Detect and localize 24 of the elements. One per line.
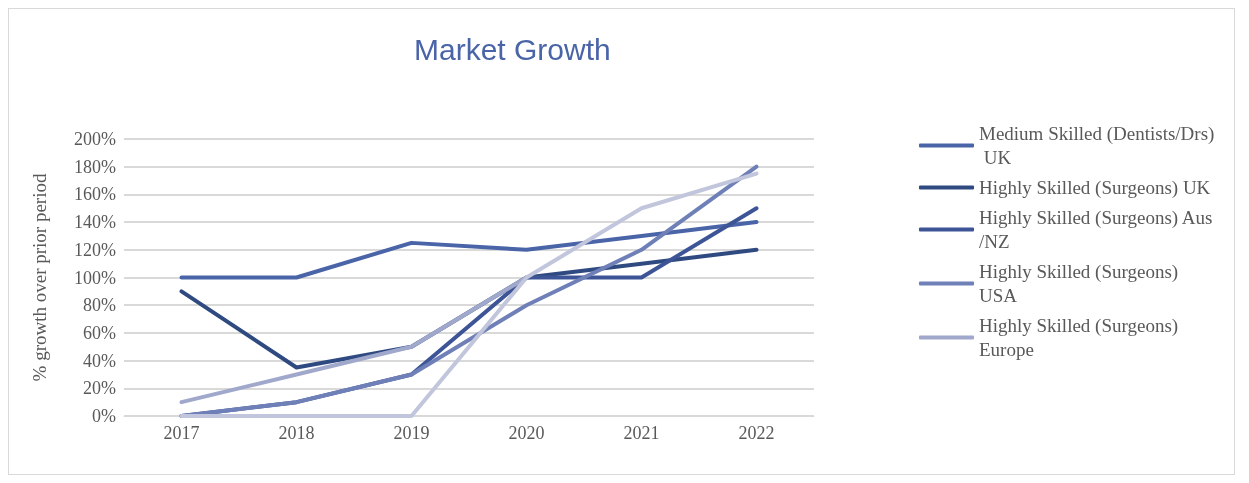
x-tick-label: 2019	[393, 423, 430, 443]
x-tick-label: 2022	[738, 423, 775, 443]
legend-label: Highly Skilled (Surgeons) Europe	[979, 315, 1183, 360]
legend-label: Highly Skilled (Surgeons) Aus/NZ	[979, 207, 1213, 252]
y-axis-title: % growth over prior period	[29, 173, 50, 382]
chart-title: Market Growth	[414, 32, 611, 66]
y-tick-label: 80%	[83, 295, 116, 316]
legend-label: Highly Skilled (Surgeons) USA	[979, 261, 1183, 306]
y-tick-label: 140%	[74, 212, 116, 233]
y-tick-label: 120%	[74, 239, 116, 260]
y-tick-label: 40%	[83, 350, 116, 371]
x-tick-label: 2021	[623, 423, 660, 443]
y-tick-label: 20%	[83, 378, 116, 399]
y-tick-label: 60%	[83, 322, 116, 343]
y-tick-label: 100%	[74, 267, 116, 288]
y-tick-label: 180%	[74, 156, 116, 177]
x-tick-label: 2020	[508, 423, 545, 443]
x-tick-label: 2017	[163, 423, 200, 443]
legend-label: Medium Skilled (Dentists/Drs) UK	[979, 123, 1215, 168]
y-tick-label: 0%	[92, 406, 116, 426]
y-tick-label: 160%	[74, 184, 116, 205]
x-tick-label: 2018	[278, 423, 315, 443]
y-tick-label: 200%	[74, 129, 116, 149]
legend-label: Highly Skilled (Surgeons) UK	[979, 177, 1211, 199]
